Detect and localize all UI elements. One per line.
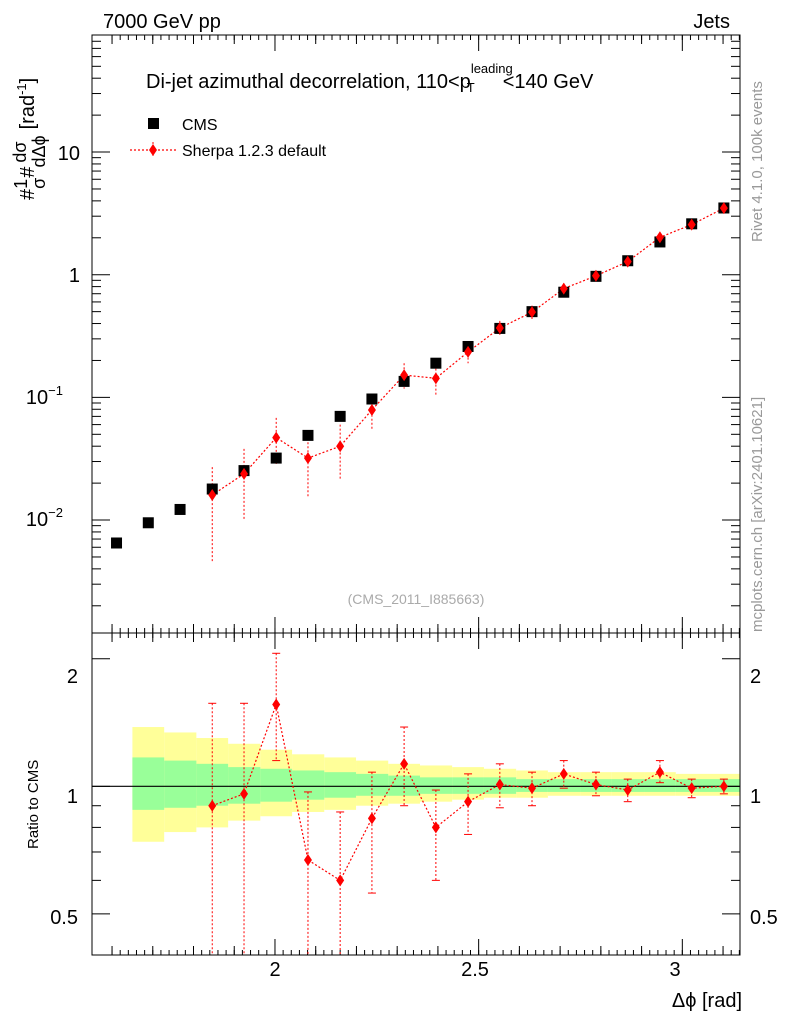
- sherpa-point: [495, 321, 504, 334]
- cms-point: [430, 357, 442, 369]
- main-y-tick-label-0p1: 10−1: [26, 383, 63, 409]
- legend-cms-label: CMS: [182, 117, 218, 134]
- ratio-band-inner-segment: [644, 779, 676, 792]
- ratio-sherpa-point: [655, 766, 664, 779]
- ratio-y-tick-label-right-0p5: 0.5: [750, 907, 778, 929]
- sherpa-point: [719, 202, 728, 215]
- ratio-band-inner-segment: [419, 777, 453, 794]
- cms-point: [142, 517, 154, 529]
- rivet-label: Rivet 4.1.0, 100k events: [749, 81, 766, 242]
- ratio-frame: [91, 632, 741, 956]
- cms-point: [398, 375, 410, 387]
- ratio-sherpa-line: [211, 702, 724, 882]
- sherpa-point: [336, 440, 345, 453]
- sherpa-point: [240, 467, 249, 480]
- sherpa-point: [208, 489, 217, 502]
- ratio-band-inner-segment: [164, 760, 197, 808]
- ratio-sherpa-point: [528, 782, 537, 795]
- cms-point: [270, 452, 282, 464]
- ratio-y-tick-label-right-1: 1: [750, 786, 761, 808]
- analysis-id-watermark: (CMS_2011_I885663): [348, 591, 485, 607]
- ratio-sherpa-point: [272, 698, 281, 711]
- sherpa-point: [367, 403, 376, 416]
- ratio-sherpa-point: [303, 854, 312, 867]
- header-left: 7000 GeV pp: [103, 11, 221, 33]
- ratio-y-tick-label-left-0p5: 0.5: [50, 907, 78, 929]
- cms-point: [111, 537, 123, 549]
- ratio-sherpa-point: [623, 784, 632, 797]
- ratio-sherpa-point: [400, 757, 409, 770]
- ratio-band-inner-segment: [452, 777, 484, 794]
- cms-point: [334, 410, 346, 422]
- ratio-y-tick-label-right-2: 2: [750, 666, 761, 688]
- ratio-y-tick-label-left-1: 1: [67, 786, 78, 808]
- cms-point: [302, 429, 314, 441]
- sherpa-point: [559, 282, 568, 295]
- main-y-tick-label-1: 1: [69, 265, 80, 287]
- sherpa-point: [655, 231, 664, 244]
- x-tick-label-2p5: 2.5: [461, 959, 489, 981]
- ratio-sherpa-point: [719, 780, 728, 793]
- ratio-sherpa-point: [208, 799, 217, 812]
- main-series-layer: [111, 202, 730, 563]
- ratio-sherpa-point: [591, 778, 600, 791]
- sherpa-point: [623, 255, 632, 268]
- ratio-series-layer: [208, 652, 728, 956]
- sherpa-point: [591, 269, 600, 282]
- ratio-sherpa-point: [240, 787, 249, 800]
- sherpa-point: [400, 369, 409, 382]
- x-axis-label: Δϕ [rad]: [672, 990, 742, 1012]
- ratio-y-axis-label: Ratio to CMS: [25, 760, 42, 849]
- main-y-tick-label-0p01: 10−2: [26, 505, 63, 531]
- main-y-tick-label-10: 10: [58, 143, 80, 165]
- sherpa-point: [272, 431, 281, 444]
- sherpa-point: [528, 306, 537, 319]
- cms-point: [366, 393, 378, 405]
- ratio-sherpa-point: [431, 821, 440, 834]
- ratio-band-inner-segment: [132, 757, 165, 810]
- ratio-y-tick-label-left-2: 2: [67, 666, 78, 688]
- ratio-band-inner-segment: [292, 770, 325, 800]
- ratio-axis-ticks: [92, 633, 740, 956]
- ratio-band-inner-segment: [260, 768, 293, 802]
- legend: CMS Sherpa 1.2.3 default: [130, 117, 327, 160]
- x-tick-label-3: 3: [669, 959, 680, 981]
- x-tick-label-2: 2: [269, 959, 280, 981]
- legend-sherpa-label: Sherpa 1.2.3 default: [182, 143, 327, 160]
- ratio-uncertainty-bands: [92, 727, 740, 842]
- ratio-sherpa-point: [336, 874, 345, 887]
- sherpa-point: [464, 345, 473, 358]
- legend-cms-marker: [148, 118, 159, 129]
- cms-point: [174, 503, 186, 515]
- ratio-band-inner-segment: [324, 772, 357, 798]
- ratio-sherpa-point: [559, 767, 568, 780]
- header-right: Jets: [693, 11, 730, 33]
- sherpa-point: [303, 452, 312, 465]
- ratio-sherpa-point: [687, 782, 696, 795]
- legend-sherpa-marker: [149, 144, 157, 156]
- sherpa-point: [687, 218, 696, 231]
- ratio-sherpa-point: [464, 795, 473, 808]
- sherpa-point: [431, 372, 440, 385]
- mcplots-label: mcplots.cern.ch [arXiv:2401.10621]: [749, 397, 766, 632]
- ratio-sherpa-point: [367, 812, 376, 825]
- main-axis-ticks: [92, 34, 740, 633]
- chart-title: Di-jet azimuthal decorrelation, 110<plea…: [146, 61, 594, 95]
- main-y-axis-label: #1σ#dσdΔϕ[rad-1]: [10, 78, 49, 200]
- ratio-sherpa-point: [495, 778, 504, 791]
